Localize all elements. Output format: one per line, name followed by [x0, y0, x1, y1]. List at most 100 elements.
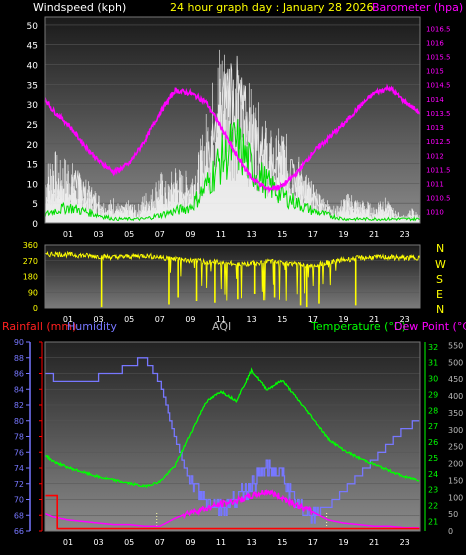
windspeed-tick-label: 40	[27, 62, 39, 72]
windspeed-average-line	[44, 119, 420, 222]
aqi-tick-label: 450	[448, 375, 463, 384]
temperature-tick-label: 31	[428, 359, 438, 368]
temperature-tick-label: 30	[428, 375, 438, 384]
direction-x-tick-label: 09	[185, 315, 195, 324]
wind-x-tick-label: 07	[155, 230, 165, 239]
legend-rainfall: Rainfall (mm)	[2, 320, 76, 333]
direction-x-tick-label: 05	[124, 315, 134, 324]
legend-aqi: AQI	[212, 320, 231, 333]
dew-point-line	[44, 488, 420, 529]
aqi-tick-label: 250	[448, 443, 463, 452]
barometer-tick-label: 1014	[426, 96, 444, 104]
windspeed-tick-label: 30	[27, 101, 39, 111]
windspeed-tick-label: 45	[27, 42, 38, 52]
temperature-tick-label: 25	[428, 454, 438, 463]
chart-title: 24 hour graph day : January 28 2026	[170, 1, 374, 14]
barometer-tick-label: 1013	[426, 124, 444, 132]
windspeed-tick-label: 35	[27, 81, 38, 91]
direction-x-tick-label: 19	[338, 315, 348, 324]
aqi-tick-label: 150	[448, 476, 463, 485]
wind-x-tick-label: 13	[247, 230, 257, 239]
aqi-tick-label: 50	[448, 510, 458, 519]
wind-x-tick-label: 17	[308, 230, 318, 239]
direction-x-tick-label: 21	[369, 315, 379, 324]
wind-direction-series	[44, 250, 421, 308]
windspeed-tick-label: 25	[27, 121, 38, 131]
humidity-temp-x-tick-label: 19	[338, 538, 348, 547]
temperature-tick-label: 28	[428, 406, 438, 415]
humidity-temp-x-tick-label: 13	[247, 538, 257, 547]
direction-x-tick-label: 01	[63, 315, 73, 324]
barometer-tick-label: 1015.5	[426, 54, 451, 62]
aqi-tick-label: 550	[448, 341, 463, 350]
direction-label-e: E	[436, 288, 443, 301]
direction-label-n-bottom: N	[436, 303, 444, 316]
wind-x-tick-label: 15	[277, 230, 287, 239]
direction-tick-label: 360	[23, 241, 38, 250]
humidity-series	[45, 357, 420, 524]
temperature-line	[45, 367, 420, 489]
wind-x-tick-label: 09	[185, 230, 195, 239]
direction-x-tick-label: 07	[155, 315, 165, 324]
humidity-tick-label: 78	[14, 433, 24, 442]
wind-x-tick-label: 23	[400, 230, 410, 239]
humidity-tick-label: 80	[14, 417, 24, 426]
humidity-tick-label: 88	[14, 354, 24, 363]
barometer-tick-label: 1012	[426, 152, 444, 160]
barometer-tick-label: 1014.5	[426, 82, 451, 90]
direction-x-tick-label: 15	[277, 315, 287, 324]
direction-tick-label: 180	[23, 273, 38, 282]
windspeed-tick-label: 10	[27, 180, 39, 190]
aqi-tick-label: 300	[448, 426, 463, 435]
direction-x-tick-label: 23	[400, 315, 410, 324]
aqi-tick-label: 200	[448, 460, 463, 469]
wind-x-tick-label: 05	[124, 230, 134, 239]
barometer-tick-label: 1011	[426, 180, 444, 188]
aqi-tick-label: 100	[448, 493, 463, 502]
legend-humidity: Humidity	[67, 320, 117, 333]
direction-label-w: W	[435, 258, 446, 271]
temperature-tick-label: 27	[428, 422, 438, 431]
direction-x-tick-label: 11	[216, 315, 226, 324]
humidity-temp-x-tick-label: 15	[277, 538, 287, 547]
windspeed-tick-label: 0	[32, 220, 38, 230]
direction-x-tick-label: 17	[308, 315, 318, 324]
direction-label-s: S	[436, 273, 443, 286]
humidity-tick-label: 86	[14, 370, 24, 379]
humidity-temp-panel-frame	[44, 341, 421, 532]
barometer-tick-label: 1012.5	[426, 138, 451, 146]
humidity-temp-x-tick-label: 03	[93, 538, 103, 547]
wind-x-tick-label: 11	[216, 230, 226, 239]
barometer-tick-label: 1015	[426, 68, 444, 76]
humidity-tick-label: 84	[14, 385, 24, 394]
windspeed-series	[44, 55, 420, 222]
humidity-tick-label: 76	[14, 448, 24, 457]
direction-tick-label: 270	[23, 257, 38, 266]
temperature-series	[45, 367, 420, 489]
direction-panel-frame	[44, 244, 421, 309]
humidity-tick-label: 74	[14, 464, 24, 473]
temperature-tick-label: 32	[428, 343, 438, 352]
wind-x-tick-label: 01	[63, 230, 73, 239]
windspeed-tick-label: 5	[32, 200, 38, 210]
humidity-temp-x-tick-label: 09	[185, 538, 195, 547]
windspeed-line	[44, 55, 420, 222]
temperature-tick-label: 21	[428, 517, 438, 526]
humidity-line	[45, 357, 420, 524]
barometer-series	[44, 83, 421, 194]
wind-direction-line	[44, 250, 421, 301]
windspeed-tick-label: 15	[27, 161, 38, 171]
direction-tick-label: 90	[28, 288, 38, 297]
barometer-axis-title: Barometer (hpa)	[372, 1, 463, 14]
humidity-tick-label: 68	[14, 511, 24, 520]
wind-x-tick-label: 19	[338, 230, 348, 239]
barometer-tick-label: 1016.5	[426, 25, 451, 33]
barometer-tick-label: 1010.5	[426, 195, 451, 203]
aqi-tick-label: 400	[448, 392, 463, 401]
wind-panel-frame	[44, 16, 421, 224]
humidity-temp-x-tick-label: 11	[216, 538, 226, 547]
temperature-tick-label: 23	[428, 486, 438, 495]
humidity-tick-label: 90	[14, 338, 24, 347]
temperature-tick-label: 22	[428, 502, 438, 511]
